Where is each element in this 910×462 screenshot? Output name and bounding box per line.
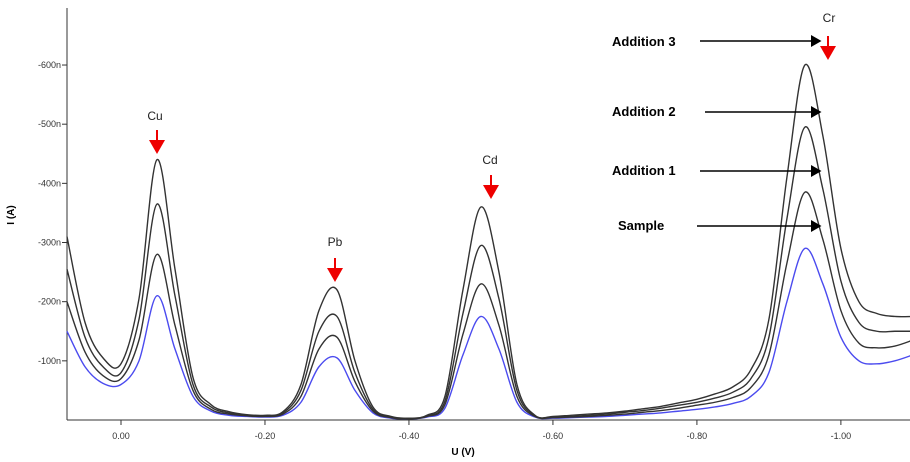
y-tick-label: -300n xyxy=(38,238,61,248)
x-tick-label: -0.40 xyxy=(399,431,420,441)
series-line xyxy=(66,126,910,420)
y-tick-label: -100n xyxy=(38,356,61,366)
series-line xyxy=(66,191,910,420)
peak-label: Cd xyxy=(482,153,497,167)
peak-label: Pb xyxy=(328,235,343,249)
x-tick-label: -1.00 xyxy=(831,431,852,441)
series-label: Addition 3 xyxy=(612,34,676,49)
y-tick-label: -400n xyxy=(38,178,61,188)
x-axis-label: U (V) xyxy=(451,447,474,458)
y-tick-label: -500n xyxy=(38,119,61,129)
peak-label: Cu xyxy=(147,109,162,123)
x-tick-label: -0.60 xyxy=(543,431,564,441)
y-tick-label: -600n xyxy=(38,60,61,70)
y-tick-label: -200n xyxy=(38,297,61,307)
series-line xyxy=(66,247,910,420)
x-tick-label: 0.00 xyxy=(112,431,130,441)
x-tick-label: -0.20 xyxy=(255,431,276,441)
y-axis-label: I (A) xyxy=(6,205,17,224)
peak-label: Cr xyxy=(823,11,836,25)
series-label: Addition 2 xyxy=(612,104,676,119)
series-label: Sample xyxy=(618,218,664,233)
series-label: Addition 1 xyxy=(612,163,676,178)
x-tick-label: -0.80 xyxy=(687,431,708,441)
series-line xyxy=(66,63,910,419)
